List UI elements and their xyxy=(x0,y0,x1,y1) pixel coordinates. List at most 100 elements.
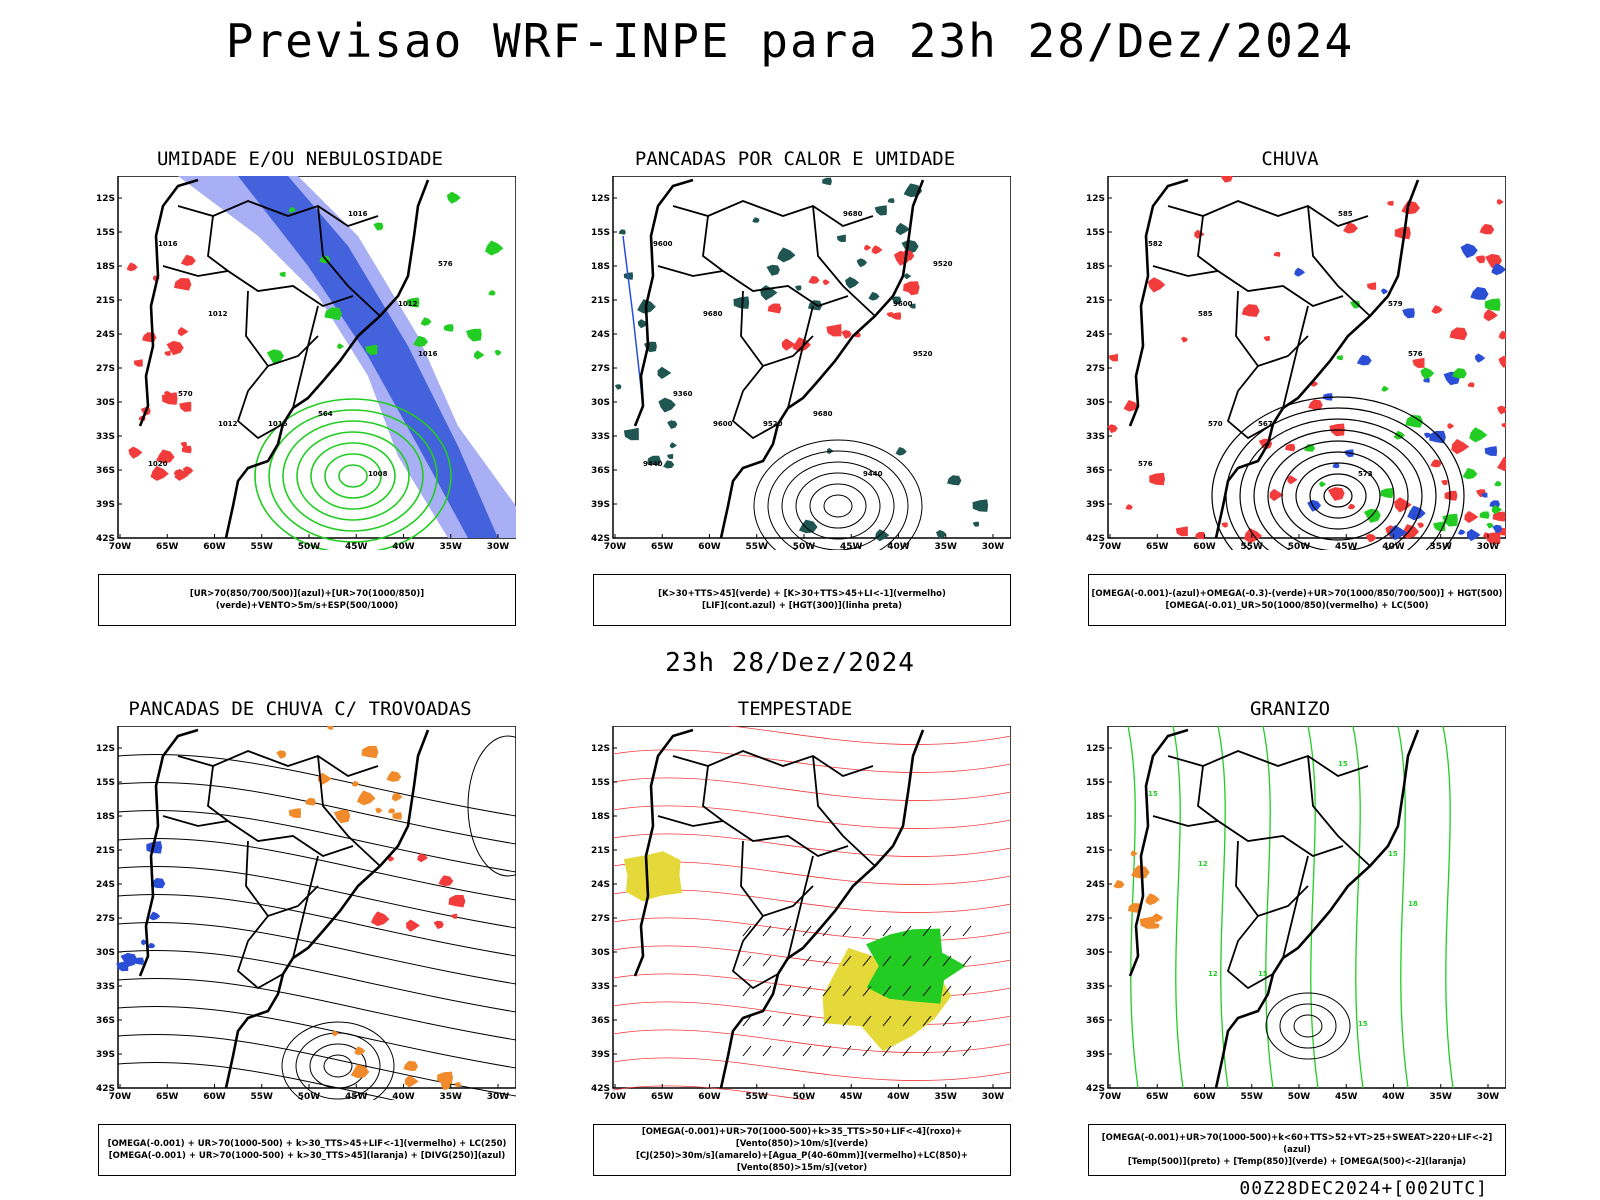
lon-label: 65W xyxy=(651,542,674,550)
lat-label: 15S xyxy=(96,778,115,788)
contour-label: 9680 xyxy=(703,310,723,318)
wind-vector xyxy=(762,925,772,937)
shaded-area xyxy=(1470,286,1489,300)
forecast-time-label: 23h 28/Dez/2024 xyxy=(665,648,915,678)
lat-label: 27S xyxy=(1086,914,1105,924)
contour-label: 1012 xyxy=(398,300,418,308)
contour-label: 18 xyxy=(1408,900,1418,908)
shaded-area xyxy=(1467,382,1475,388)
shaded-area xyxy=(792,337,811,352)
shaded-area xyxy=(1125,504,1133,510)
lat-label: 27S xyxy=(96,364,115,374)
country-border xyxy=(812,755,876,867)
shaded-area xyxy=(128,446,143,459)
legend-line: [OMEGA(-0.001) + UR>70(1000-500) + k>30_… xyxy=(107,1139,507,1149)
shaded-area xyxy=(1194,229,1205,239)
shaded-area xyxy=(795,285,802,291)
wind-vector xyxy=(962,925,972,937)
shaded-area xyxy=(337,343,345,350)
lat-label: 39S xyxy=(1086,1050,1105,1060)
shaded-area xyxy=(1381,385,1389,392)
lon-label: 45W xyxy=(1335,1092,1358,1100)
map-layer: 9600 9680 9680 9600 9520 9440 9600 9520 9440 9360… xyxy=(614,177,989,550)
shaded-area xyxy=(1423,432,1431,439)
wind-vector xyxy=(742,1045,752,1057)
shaded-area xyxy=(1394,226,1411,240)
lat-label: 42S xyxy=(96,1084,115,1094)
shaded-area xyxy=(150,878,166,889)
shaded-area xyxy=(1402,308,1415,319)
contour-label: 585 xyxy=(1198,310,1213,318)
shaded-area xyxy=(1497,405,1506,415)
shaded-area xyxy=(1464,510,1479,524)
isotach xyxy=(612,1029,1011,1053)
wind-vector xyxy=(862,985,872,997)
isotach xyxy=(612,1057,1011,1081)
lon-label: 40W xyxy=(392,1092,415,1100)
legend-line: [OMEGA(-0.001)-(azul)+OMEGA(-0.3)-(verde… xyxy=(1091,589,1503,599)
shaded-area xyxy=(350,1064,370,1079)
contour-label: 1012 xyxy=(208,310,228,318)
country-border xyxy=(236,915,284,990)
lat-label: 24S xyxy=(1086,330,1105,340)
contour-label: 1020 xyxy=(148,460,168,468)
coastline xyxy=(633,178,925,539)
shaded-area xyxy=(895,222,910,236)
lon-label: 60W xyxy=(698,1092,721,1100)
shaded-area xyxy=(1269,488,1284,502)
contour-label: 12 xyxy=(1198,860,1208,868)
lat-label: 12S xyxy=(96,744,115,754)
shaded-area xyxy=(164,350,171,356)
lat-label: 18S xyxy=(591,812,610,822)
map-pancadas: 9600 9680 9680 9600 9520 9440 9600 9520 9440 9360… xyxy=(591,176,1011,550)
plot-frame xyxy=(1107,176,1506,539)
country-border xyxy=(731,915,779,990)
contour-label: 576 xyxy=(438,260,453,268)
lat-label: 24S xyxy=(96,880,115,890)
wind-vector xyxy=(942,1045,952,1057)
contour-label: 1016 xyxy=(268,420,288,428)
panel-title: PANCADAS POR CALOR E UMIDADE xyxy=(634,148,956,170)
lat-label: 15S xyxy=(591,778,610,788)
wind-vector xyxy=(742,985,752,997)
contour-label: 15 xyxy=(1148,790,1158,798)
lat-label: 39S xyxy=(591,500,610,510)
country-border xyxy=(1282,855,1309,959)
shaded-area xyxy=(446,191,461,204)
shaded-area xyxy=(1407,505,1426,521)
wind-vector xyxy=(802,1045,812,1057)
shaded-area xyxy=(133,359,143,367)
jet-area xyxy=(623,851,683,902)
shaded-area xyxy=(181,445,192,454)
isotach xyxy=(612,1085,1011,1100)
shaded-area xyxy=(1308,399,1323,410)
temp-850-contour xyxy=(1262,726,1274,1089)
country-border xyxy=(1307,755,1371,867)
streamline xyxy=(117,1005,516,1069)
shaded-area xyxy=(1451,439,1470,455)
map-layer xyxy=(116,726,516,1100)
lat-label: 42S xyxy=(96,534,115,544)
lon-label: 45W xyxy=(345,542,368,550)
wind-vector xyxy=(962,1045,972,1057)
streamline xyxy=(117,977,516,1041)
lon-label: 60W xyxy=(1193,1092,1216,1100)
lat-label: 42S xyxy=(591,534,610,544)
contour-label: 576 xyxy=(1408,350,1423,358)
shaded-area xyxy=(1263,335,1270,342)
lon-label: 40W xyxy=(1382,1092,1405,1100)
shaded-area xyxy=(1347,503,1356,510)
shaded-area xyxy=(1452,368,1467,379)
lon-label: 55W xyxy=(251,542,274,550)
streamline xyxy=(467,735,516,877)
shaded-area xyxy=(354,1046,366,1056)
lon-label: 30W xyxy=(1477,1092,1500,1100)
lat-label: 12S xyxy=(1086,744,1105,754)
shaded-area xyxy=(147,942,156,949)
lat-label: 15S xyxy=(96,228,115,238)
wind-vector xyxy=(922,1045,932,1057)
shaded-area xyxy=(1381,288,1388,295)
shaded-area xyxy=(1131,865,1150,879)
isotach xyxy=(612,805,1011,829)
streamline xyxy=(117,809,516,873)
